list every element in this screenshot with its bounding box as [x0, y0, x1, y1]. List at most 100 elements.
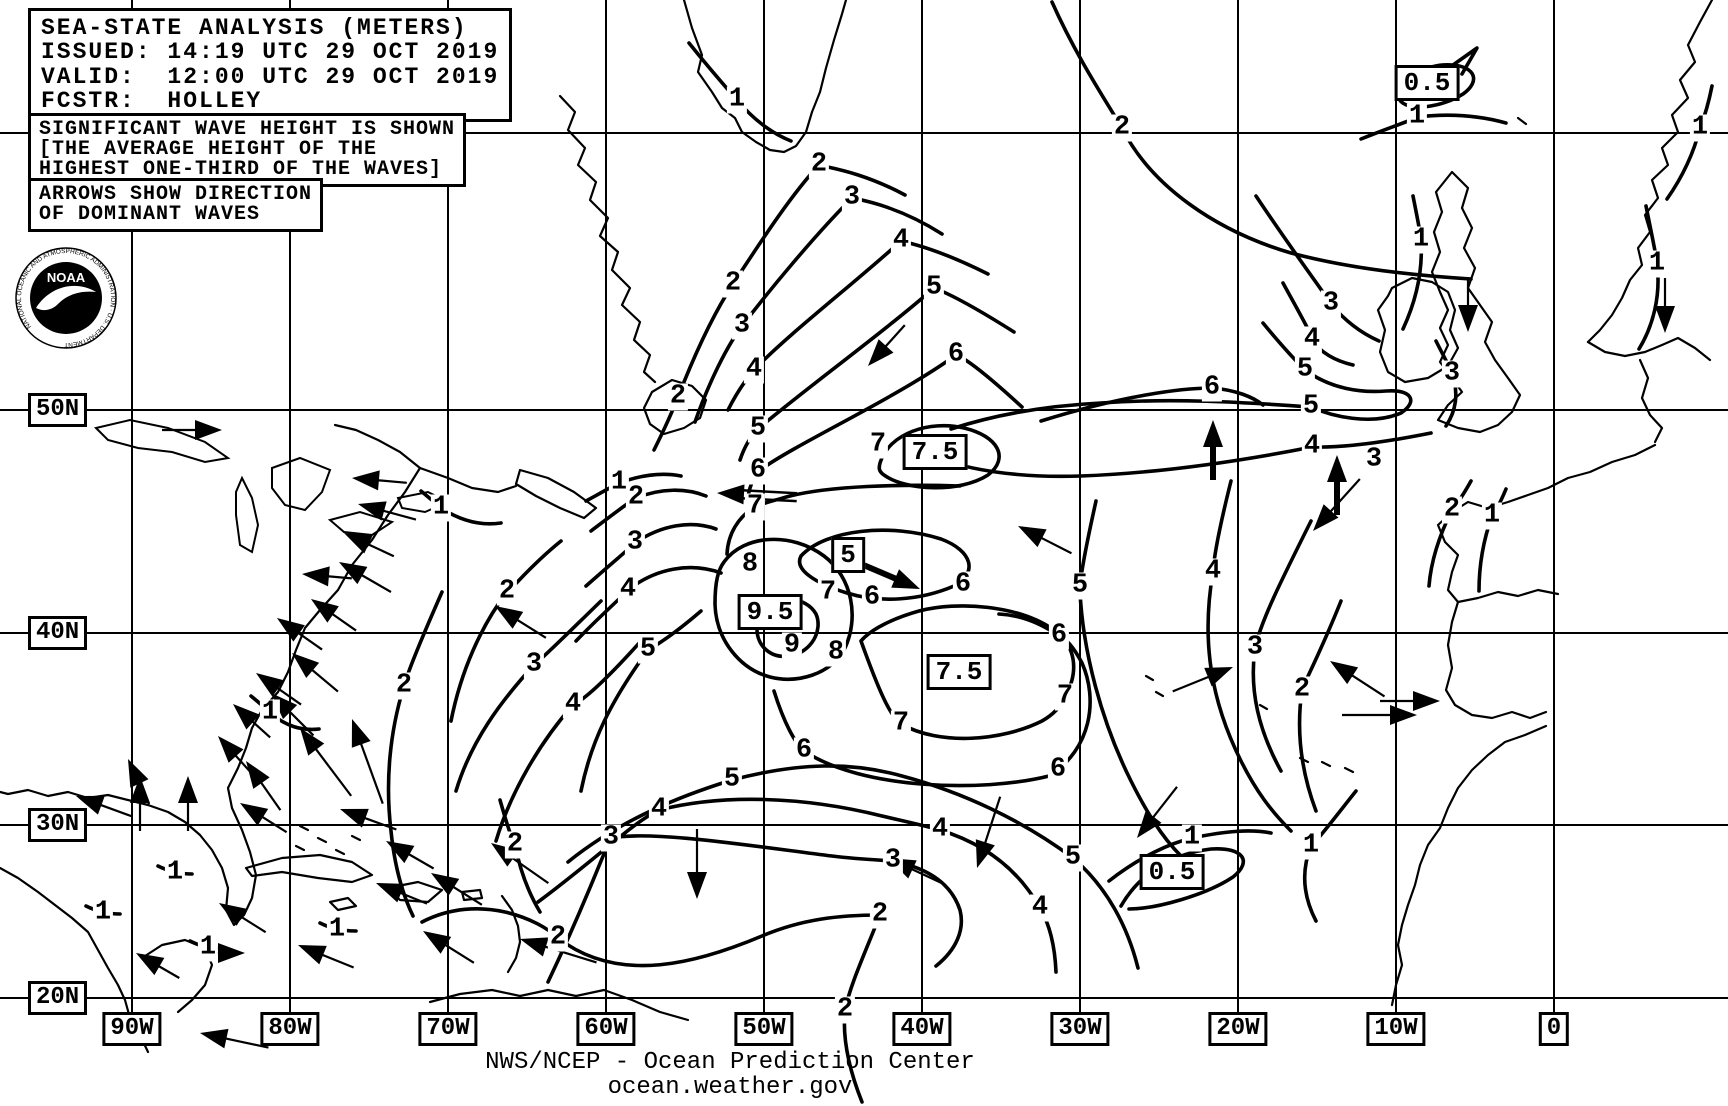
contour-value-label: 6	[952, 569, 974, 600]
contour-value-label: 3	[624, 527, 646, 558]
contour-value-label: 2	[667, 381, 689, 412]
contour-value-label: 1	[197, 932, 219, 963]
longitude-label: 0	[1538, 1012, 1570, 1046]
longitude-label: 30W	[1050, 1012, 1110, 1046]
wave-direction-arrow	[431, 873, 483, 906]
longitude-label: 40W	[892, 1012, 952, 1046]
longitude-label: 90W	[102, 1012, 162, 1046]
contour-value-label: 5	[1062, 842, 1084, 873]
contour-value-label: 9	[781, 630, 803, 661]
wave-direction-arrow	[1203, 420, 1223, 480]
boxed-extremum-value: 0.5	[1139, 854, 1205, 890]
boxed-extremum-value: 5	[831, 537, 865, 573]
contour-value-label: 5	[923, 272, 945, 303]
contour-value-label: 2	[625, 482, 647, 513]
wave-direction-arrow	[340, 808, 397, 831]
wave-direction-arrow	[423, 931, 475, 964]
wave-direction-arrow	[386, 841, 435, 870]
contour-value-label: 3	[882, 845, 904, 876]
contour-value-label: 6	[747, 455, 769, 486]
latitude-label: 50N	[28, 393, 88, 427]
contour-value-label: 8	[825, 637, 847, 668]
contour-value-label: 2	[504, 829, 526, 860]
wave-direction-arrow	[975, 796, 1002, 868]
contour-value-label: 4	[617, 574, 639, 605]
footer-agency: NWS/NCEP - Ocean Prediction Center	[485, 1049, 975, 1076]
contour-value-label: 1	[164, 857, 186, 888]
contour-value-label: 2	[393, 670, 415, 701]
latitude-label: 40N	[28, 616, 88, 650]
contour-value-label: 2	[808, 149, 830, 180]
contour-value-label: 1	[1181, 822, 1203, 853]
contour-value-label: 7	[867, 429, 889, 460]
title-block: SEA-STATE ANALYSIS (METERS) ISSUED: 14:1…	[28, 8, 513, 122]
contour-value-label: 2	[722, 268, 744, 299]
contour-value-label: 4	[890, 225, 912, 256]
contour-value-label: 6	[861, 582, 883, 613]
wave-direction-arrow	[277, 618, 323, 651]
contour-value-label: 3	[1244, 632, 1266, 663]
noaa-logo-text: NOAA	[47, 270, 86, 285]
contour-value-label: 1	[1481, 500, 1503, 531]
boxed-extremum-value: 9.5	[737, 594, 803, 630]
longitude-label: 80W	[260, 1012, 320, 1046]
wave-direction-arrow	[1137, 786, 1178, 838]
contour-value-label: 1	[726, 84, 748, 115]
wave-direction-arrow	[292, 653, 339, 693]
contour-value-label: 1	[1410, 224, 1432, 255]
contour-value-label: 2	[1111, 112, 1133, 143]
contour-value-label: 3	[600, 822, 622, 853]
contour-value-label: 3	[523, 649, 545, 680]
noaa-logo: NATIONAL OCEANIC AND ATMOSPHERIC ADMINIS…	[14, 246, 117, 349]
wave-direction-arrow	[868, 324, 906, 366]
contour-value-label: 6	[1201, 372, 1223, 403]
footer: NWS/NCEP - Ocean Prediction Center ocean…	[330, 1049, 1130, 1102]
wave-direction-arrow	[344, 533, 395, 558]
contour-value-label: 4	[1202, 556, 1224, 587]
wave-direction-arrow	[178, 776, 198, 831]
wave-direction-arrow	[1018, 526, 1072, 555]
contour-value-label: 6	[945, 339, 967, 370]
wave-direction-arrow	[1330, 661, 1386, 698]
wave-direction-arrow	[1655, 278, 1675, 333]
wave-direction-arrow	[302, 566, 352, 587]
contour-value-label: 2	[1441, 494, 1463, 525]
contour-value-label: 1	[1646, 248, 1668, 279]
contour-value-label: 1	[326, 914, 348, 945]
contour-value-label: 5	[747, 413, 769, 444]
contour-value-label: 1	[430, 492, 452, 523]
contour-value-label: 6	[1047, 754, 1069, 785]
contour-value-label: 1	[259, 697, 281, 728]
boxed-extremum-value: 7.5	[902, 434, 968, 470]
contour-value-label: 1	[92, 897, 114, 928]
contour-value-label: 2	[547, 922, 569, 953]
wave-direction-arrow	[233, 704, 271, 739]
wave-direction-arrow	[1342, 705, 1417, 725]
longitude-label: 50W	[734, 1012, 794, 1046]
contour-value-label: 7	[1054, 681, 1076, 712]
wave-direction-arrow	[298, 945, 355, 969]
contour-value-label: 7	[744, 491, 766, 522]
wave-direction-arrow	[136, 953, 180, 979]
contour-value-label: 2	[869, 899, 891, 930]
contour-value-label: 5	[637, 634, 659, 665]
wave-direction-arrow	[1380, 691, 1440, 711]
contour-value-label: 4	[1029, 892, 1051, 923]
footer-url: ocean.weather.gov	[607, 1074, 853, 1102]
wave-direction-arrow	[300, 728, 353, 797]
contour-value-label: 5	[1300, 391, 1322, 422]
wave-direction-arrow	[256, 673, 302, 706]
contour-value-label: 3	[841, 182, 863, 213]
wave-direction-arrow	[358, 501, 417, 521]
contour-value-label: 3	[1363, 444, 1385, 475]
wave-direction-arrow	[1458, 277, 1478, 332]
contour-value-label: 5	[1294, 354, 1316, 385]
contour-value-label: 2	[496, 576, 518, 607]
wave-direction-arrow	[351, 719, 384, 804]
wave-direction-arrow	[1327, 455, 1347, 515]
wave-direction-arrow	[246, 761, 282, 811]
contour-value-label: 4	[562, 689, 584, 720]
boxed-extremum-value: 0.5	[1394, 65, 1460, 101]
contour-value-label: 5	[721, 764, 743, 795]
